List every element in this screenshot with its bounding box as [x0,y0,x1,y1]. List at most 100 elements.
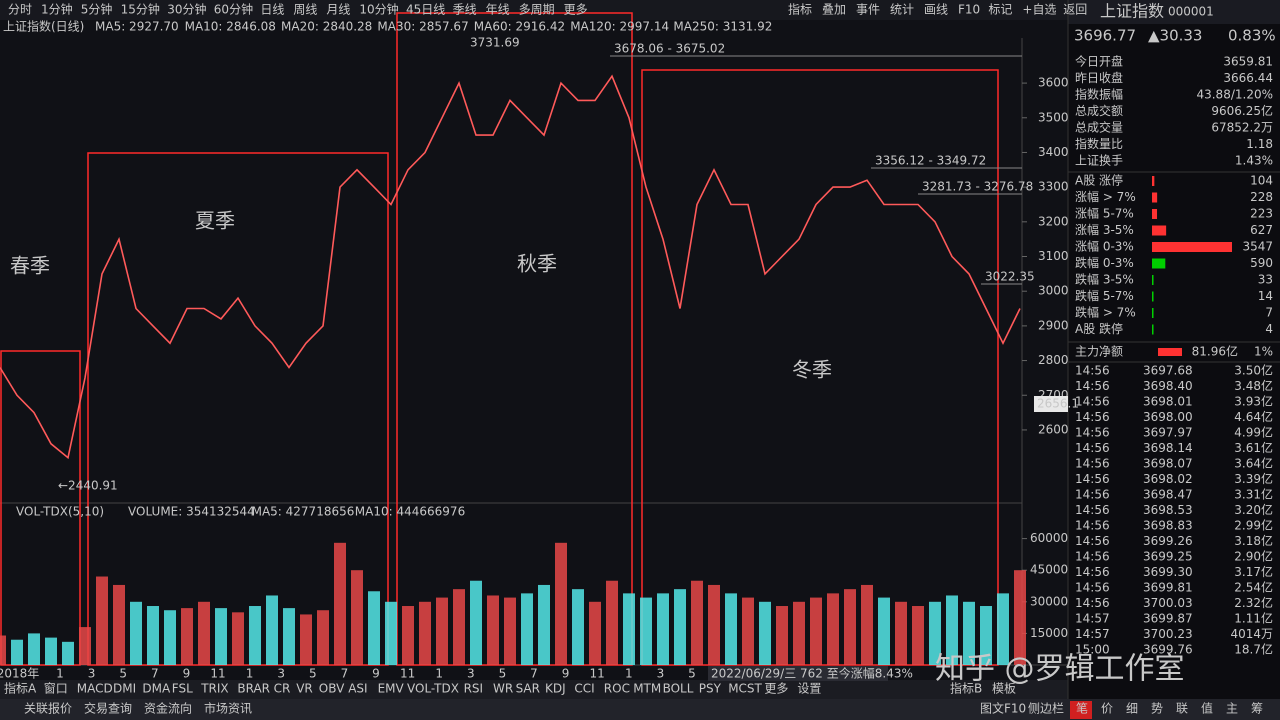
period-tab[interactable]: 10分钟 [359,2,398,17]
status-link[interactable]: 侧边栏 [1028,701,1064,716]
indicator-tab[interactable]: EMV [378,682,405,696]
indicator-tab[interactable]: MCST [728,682,762,696]
indicator-tab[interactable]: CCI [574,682,594,696]
panel-tab[interactable]: 笔 [1076,701,1088,716]
status-link[interactable]: 资金流向 [144,701,192,716]
trade-price: 3697.68 [1143,364,1193,378]
period-tab[interactable]: 更多 [564,3,588,17]
status-link[interactable]: 关联报价 [24,701,72,716]
x-tick-label: 1 [435,667,443,681]
indicator-tab[interactable]: BRAR [237,682,270,696]
indicator-tab[interactable]: CR [274,682,291,696]
breadth-value: 7 [1265,306,1273,320]
period-tab[interactable]: 多周期 [519,3,555,17]
ma-legend: MA120: 2997.14 [570,20,669,34]
indicator-tab[interactable]: OBV [319,682,345,696]
status-link[interactable]: 市场资讯 [204,701,252,716]
panel-tab[interactable]: 价 [1101,702,1113,716]
period-tab[interactable]: 30分钟 [167,2,206,17]
indicator-tab[interactable]: RSI [464,682,484,696]
volume-bar [878,597,890,665]
trade-time: 15:00 [1075,643,1110,657]
indicator-tab[interactable]: ASI [348,682,367,696]
trade-time: 14:56 [1075,472,1110,486]
indicator-tab[interactable]: WR [493,682,513,696]
indicator-tab[interactable]: 设置 [797,682,821,696]
period-tab[interactable]: 45日线 [406,3,445,17]
panel-tab[interactable]: 值 [1201,701,1213,716]
breadth-value: 590 [1250,256,1273,270]
indicator-tab[interactable]: KDJ [545,682,566,696]
period-tab[interactable]: 60分钟 [214,2,253,17]
trade-volume: 4.99亿 [1234,425,1273,440]
stat-value: 3659.81 [1223,55,1273,69]
volume-bar [538,584,550,665]
period-tab[interactable]: 季线 [453,3,477,17]
indicator-tab[interactable]: 指标A [4,681,37,696]
tool-button[interactable]: 标记 [988,3,1012,17]
indicator-tab[interactable]: DMI [113,682,136,696]
tool-button[interactable]: 叠加 [822,3,846,17]
period-tab[interactable]: 月线 [326,3,350,17]
volume-bar [997,593,1009,665]
tool-button[interactable]: 返回 [1063,3,1087,17]
volume-bar [640,597,652,665]
indicator-tab[interactable]: ROC [604,682,630,696]
indicator-tab[interactable]: TRIX [200,682,228,696]
x-tick-label: 7 [530,667,538,681]
tool-button[interactable]: 事件 [856,3,880,17]
stat-label: 今日开盘 [1075,54,1123,69]
breadth-value: 3547 [1242,240,1273,254]
period-tab[interactable]: 5分钟 [81,2,113,17]
volume-bar [436,597,448,665]
status-link[interactable]: 图文F10 [980,701,1026,716]
indicator-tab[interactable]: 窗口 [44,682,68,696]
y-tick-label: 3500 [1038,110,1069,124]
trade-price: 3698.01 [1143,395,1193,409]
panel-tab[interactable]: 主 [1226,702,1238,716]
x-tick-label: 9 [372,667,380,681]
indicator-tab[interactable]: 更多 [764,682,788,696]
volume-bar [946,595,958,665]
indicator-tab[interactable]: MACD [77,682,113,696]
trade-time: 14:56 [1075,426,1110,440]
trade-time: 14:56 [1075,503,1110,517]
ma-legend: MA250: 3131.92 [673,20,772,34]
tool-button[interactable]: +自选 [1022,3,1056,17]
panel-tab[interactable]: 势 [1151,702,1163,716]
tool-button[interactable]: F10 [958,3,980,17]
indicator-tab[interactable]: MTM [633,682,661,696]
volume-bar [708,584,720,665]
status-link[interactable]: 交易查询 [84,701,132,716]
indicator-tab[interactable]: VOL-TDX [407,682,459,696]
x-tick-label: 9 [562,667,570,681]
period-tab[interactable]: 周线 [293,3,317,17]
breadth-value: 4 [1265,322,1273,336]
indicator-tab[interactable]: 指标B [950,681,982,696]
y-tick-label: 2900 [1038,318,1069,332]
period-tab[interactable]: 分时 [8,3,32,17]
panel-tab[interactable]: 筹 [1251,702,1263,716]
indicator-tab[interactable]: PSY [699,682,722,696]
period-tab[interactable]: 15分钟 [121,2,160,17]
annotation: 3281.73 - 3276.78 [922,180,1033,194]
tool-button[interactable]: 指标 [788,2,812,17]
panel-tab[interactable]: 细 [1126,702,1138,716]
panel-tab[interactable]: 联 [1176,702,1188,716]
flow-label: 主力净额 [1075,345,1123,359]
indicator-tab[interactable]: 模板 [992,682,1016,696]
trade-price: 3698.07 [1143,457,1193,471]
tool-button[interactable]: 画线 [924,3,948,17]
tool-button[interactable]: 统计 [890,3,914,17]
period-tab[interactable]: 1分钟 [41,2,73,17]
indicator-tab[interactable]: BOLL [663,682,694,696]
indicator-tab[interactable]: SAR [516,682,540,696]
breadth-bar [1152,176,1155,186]
indicator-tab[interactable]: VR [296,682,313,696]
trade-price: 3699.81 [1143,581,1193,595]
indicator-tab[interactable]: DMA [142,682,171,696]
period-tab[interactable]: 日线 [260,3,284,17]
period-tab[interactable]: 年线 [486,3,510,17]
indicator-tab[interactable]: FSL [172,682,193,696]
volume-bar [674,589,686,665]
